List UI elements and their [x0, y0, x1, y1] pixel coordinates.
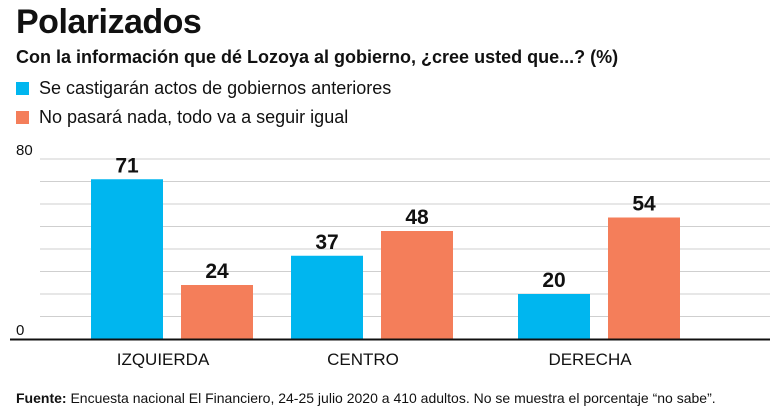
source-label: Fuente: [16, 390, 67, 406]
source-note: Fuente: Encuesta nacional El Financiero,… [16, 388, 716, 408]
data-label: 24 [205, 260, 229, 283]
bar-derecha-series-2 [608, 217, 680, 339]
legend-swatch-series-1 [16, 81, 29, 95]
chart-title: Polarizados [16, 3, 202, 41]
data-label: 71 [115, 154, 139, 177]
bar-centro-series-2 [381, 231, 453, 339]
legend-item-series-2: No pasará nada, todo va a seguir igual [16, 106, 348, 128]
legend-label-series-2: No pasará nada, todo va a seguir igual [39, 107, 349, 127]
bar-derecha-series-1 [518, 294, 590, 339]
legend-item-series-1: Se castigarán actos de gobiernos anterio… [16, 77, 391, 99]
data-label: 54 [632, 193, 656, 216]
category-label: DERECHA [548, 350, 632, 369]
y-tick-label: 0 [16, 322, 24, 339]
bar-izquierda-series-1 [91, 179, 163, 339]
bar-centro-series-1 [291, 255, 363, 339]
category-label: CENTRO [327, 350, 399, 369]
source-text: Encuesta nacional El Financiero, 24-25 j… [70, 390, 716, 406]
y-tick-label: 80 [16, 142, 33, 159]
legend-swatch-series-2 [16, 110, 29, 124]
bar-izquierda-series-2 [181, 285, 253, 339]
legend-label-series-1: Se castigarán actos de gobiernos anterio… [39, 78, 392, 98]
bar-chart: 0 80 71 24 IZQUIERDA 37 48 CENTRO 20 54 DERECHA [10, 142, 770, 369]
data-label: 48 [405, 206, 429, 229]
data-label: 37 [315, 231, 338, 254]
data-label: 20 [542, 269, 565, 292]
category-label: IZQUIERDA [117, 350, 210, 369]
chart-subtitle: Con la información que dé Lozoya al gobi… [16, 47, 619, 67]
